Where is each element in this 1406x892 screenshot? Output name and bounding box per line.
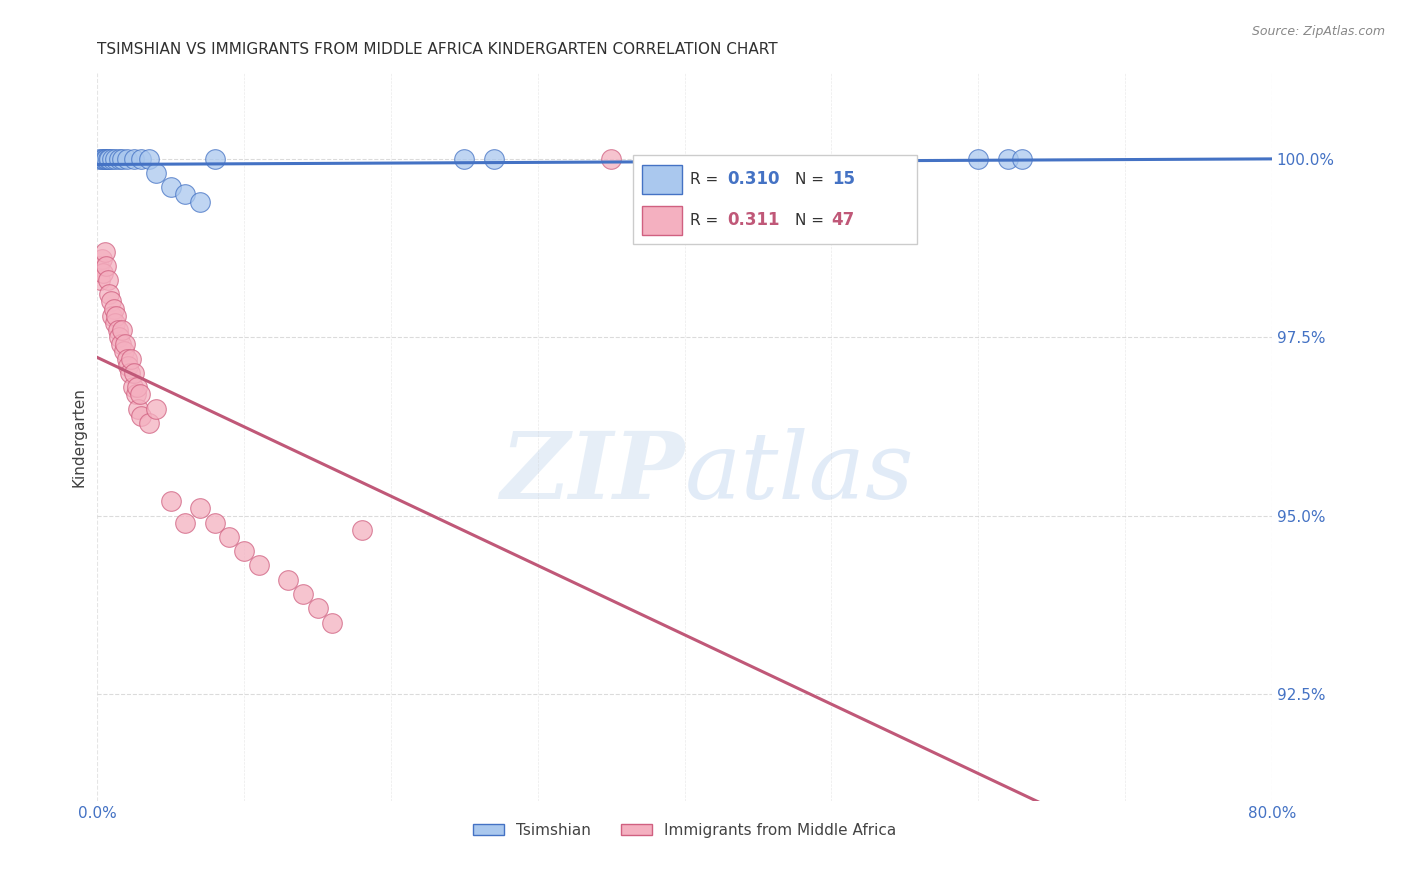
Point [159,180,181,194]
Point [89,273,111,287]
Point [98,152,121,166]
Point [108,330,131,344]
Point [108,152,131,166]
Point [307,601,329,615]
Point [967,152,990,166]
Point [482,152,505,166]
Point [188,194,211,209]
Point [111,323,134,337]
Point [120,351,142,366]
Point [97,273,120,287]
Point [101,309,124,323]
Point [100,294,122,309]
Point [122,152,145,166]
Text: R =: R = [690,172,723,186]
Point [453,152,475,166]
Point [138,152,160,166]
Text: 15: 15 [832,170,855,188]
Point [114,337,136,351]
Point [87,152,110,166]
Text: atlas: atlas [685,428,914,518]
Point [115,351,138,366]
Point [204,152,226,166]
Point [97,152,120,166]
Point [91,266,114,280]
Point [104,152,127,166]
Point [131,152,153,166]
Point [90,252,112,266]
Point [90,152,112,166]
Point [350,523,373,537]
Point [204,516,226,530]
Point [105,309,128,323]
Point [93,244,115,259]
Point [321,615,343,630]
Point [110,337,132,351]
Point [115,152,138,166]
FancyBboxPatch shape [643,206,682,235]
Text: ZIP: ZIP [501,428,685,518]
Point [121,380,143,394]
Y-axis label: Kindergarten: Kindergarten [72,387,86,487]
Text: R =: R = [690,213,723,227]
Point [117,359,139,373]
Point [129,387,152,401]
Point [247,558,270,573]
Point [107,323,129,337]
Point [138,416,160,430]
Text: 0.310: 0.310 [727,170,779,188]
Point [93,152,115,166]
Legend: Tsimshian, Immigrants from Middle Africa: Tsimshian, Immigrants from Middle Africa [467,817,903,844]
Point [101,152,124,166]
Text: N =: N = [794,213,828,227]
Point [104,316,127,330]
Text: 0.311: 0.311 [727,211,779,229]
Point [125,380,148,394]
Point [96,152,118,166]
Point [600,152,623,166]
Point [188,501,211,516]
Point [174,516,197,530]
Point [277,573,299,587]
Point [145,401,167,416]
Point [91,152,114,166]
Point [131,409,153,423]
Point [87,259,110,273]
Point [218,530,240,544]
Point [291,587,314,601]
Point [111,152,134,166]
Text: Source: ZipAtlas.com: Source: ZipAtlas.com [1251,25,1385,38]
Text: N =: N = [794,172,828,186]
Point [124,387,146,401]
Text: TSIMSHIAN VS IMMIGRANTS FROM MIDDLE AFRICA KINDERGARTEN CORRELATION CHART: TSIMSHIAN VS IMMIGRANTS FROM MIDDLE AFRI… [97,42,778,57]
Point [1011,152,1033,166]
Point [112,344,135,359]
Point [997,152,1019,166]
Point [233,544,256,558]
Point [98,287,121,301]
Point [118,366,141,380]
Point [127,401,149,416]
FancyBboxPatch shape [633,155,917,244]
Point [174,187,197,202]
Point [103,301,125,316]
FancyBboxPatch shape [643,165,682,194]
Text: 47: 47 [832,211,855,229]
Point [96,259,118,273]
Point [122,366,145,380]
Point [159,494,181,508]
Point [145,166,167,180]
